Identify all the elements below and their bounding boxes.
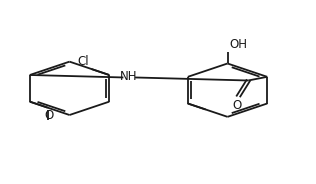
Text: O: O: [45, 109, 54, 122]
Text: O: O: [232, 99, 241, 112]
Text: Cl: Cl: [77, 55, 89, 68]
Text: NH: NH: [120, 70, 138, 83]
Text: OH: OH: [229, 38, 247, 51]
